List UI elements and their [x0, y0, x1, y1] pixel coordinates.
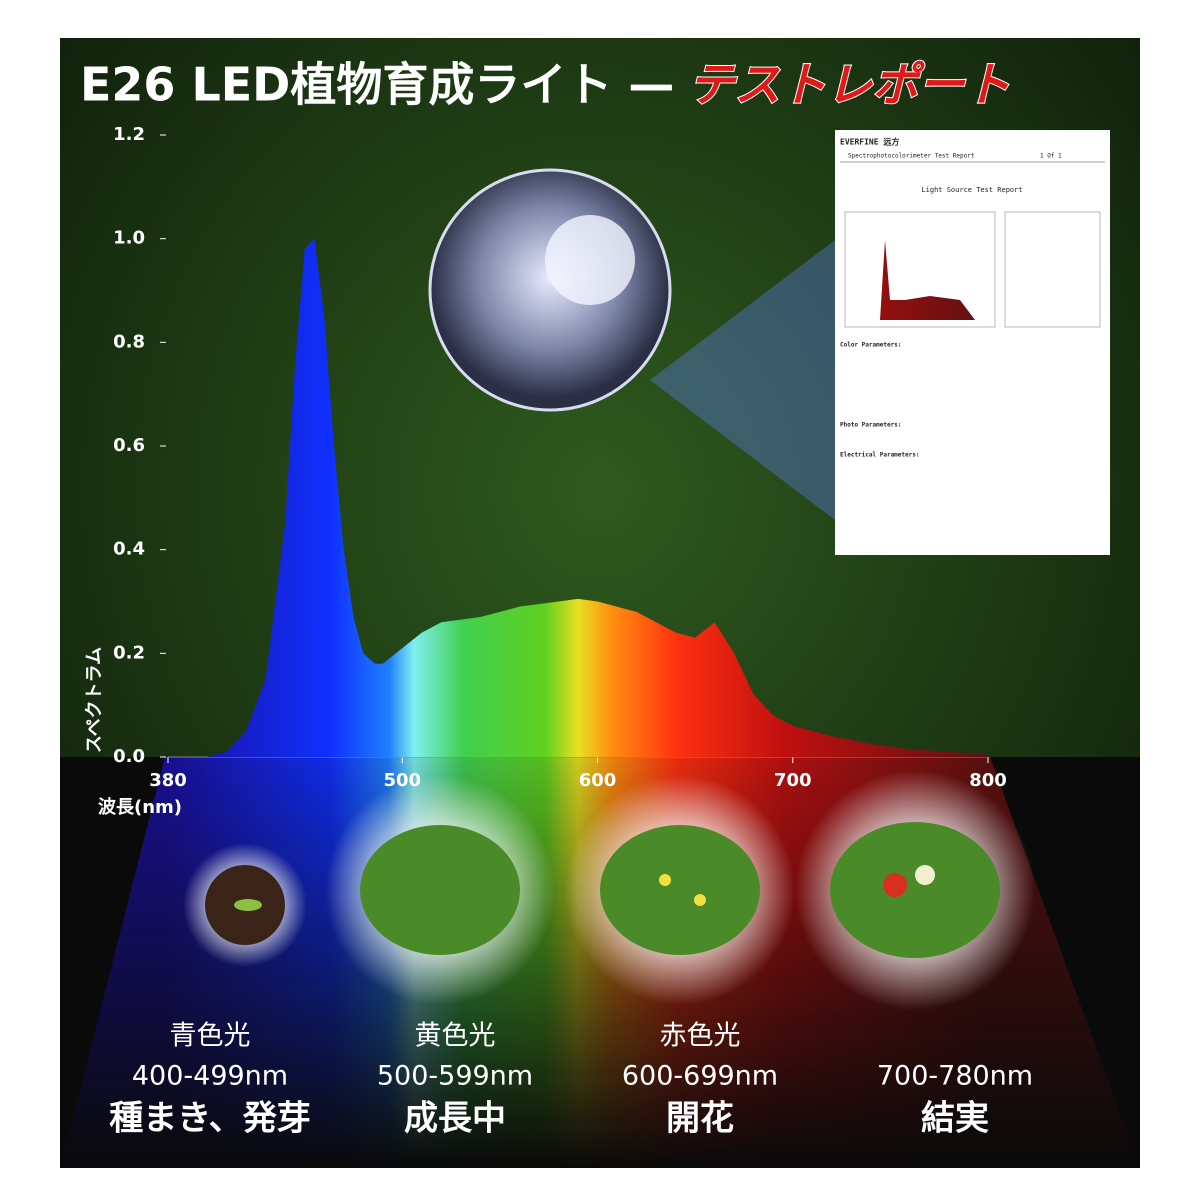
stage-labels: 青色光 400-499nm 種まき、発芽 黄色光 500-599nm 成長中 赤色光 600-… — [109, 1021, 1033, 1139]
stage-range: 600-699nm — [622, 1061, 778, 1092]
y-tick-label: 1.2 — [113, 124, 145, 145]
spectrum-area — [207, 238, 989, 757]
bulb-photo — [428, 168, 835, 520]
stage-color: 黄色光 — [415, 1021, 496, 1052]
x-tick-label: 500 — [383, 770, 421, 791]
y-tick-label: 0.6 — [113, 435, 145, 456]
stage-color: 青色光 — [170, 1021, 251, 1052]
report-header: Spectrophotocolorimeter Test Report — [848, 153, 975, 160]
stage-name: 開花 — [666, 1099, 734, 1139]
x-axis-label: 波長(nm) — [98, 796, 182, 818]
stage-name: 成長中 — [404, 1099, 506, 1139]
x-tick-label: 800 — [969, 770, 1007, 791]
x-tick-label: 700 — [774, 770, 812, 791]
stage-name: 種まき、発芽 — [109, 1099, 311, 1139]
x-tick-label: 600 — [579, 770, 617, 791]
x-tick-label: 380 — [149, 770, 187, 791]
title: E26 LED植物育成ライト — テストレポート — [80, 57, 1011, 113]
report-section: Photo Parameters: — [840, 422, 901, 429]
y-tick-label: 1.0 — [113, 228, 145, 249]
report-page: 1 Of 1 — [1040, 153, 1062, 160]
report-title: Light Source Test Report — [921, 186, 1022, 194]
stage-color: 赤色光 — [660, 1021, 741, 1052]
stage-name: 結実 — [921, 1099, 989, 1139]
chart-title: E26 LED植物育成ライト — — [80, 58, 674, 112]
y-tick-label: 0.8 — [113, 331, 145, 352]
y-axis-label: スペクトラム — [84, 647, 105, 753]
y-tick-label: 0.2 — [113, 642, 145, 663]
stage-range: 400-499nm — [132, 1061, 288, 1092]
title-highlight: テストレポート — [688, 58, 1010, 112]
report-brand: EVERFINE 远方 — [840, 137, 899, 147]
report-section: Electrical Parameters: — [840, 452, 919, 459]
y-tick-label: 0.0 — [113, 746, 145, 767]
stage-range: 500-599nm — [377, 1061, 533, 1092]
stage-range: 700-780nm — [877, 1061, 1033, 1092]
report-document: EVERFINE 远方 Spectrophotocolorimeter Test… — [835, 130, 1110, 555]
y-tick-label: 0.4 — [113, 539, 145, 560]
plant-photos — [183, 770, 1035, 1010]
report-section: Color Parameters: — [840, 342, 901, 349]
